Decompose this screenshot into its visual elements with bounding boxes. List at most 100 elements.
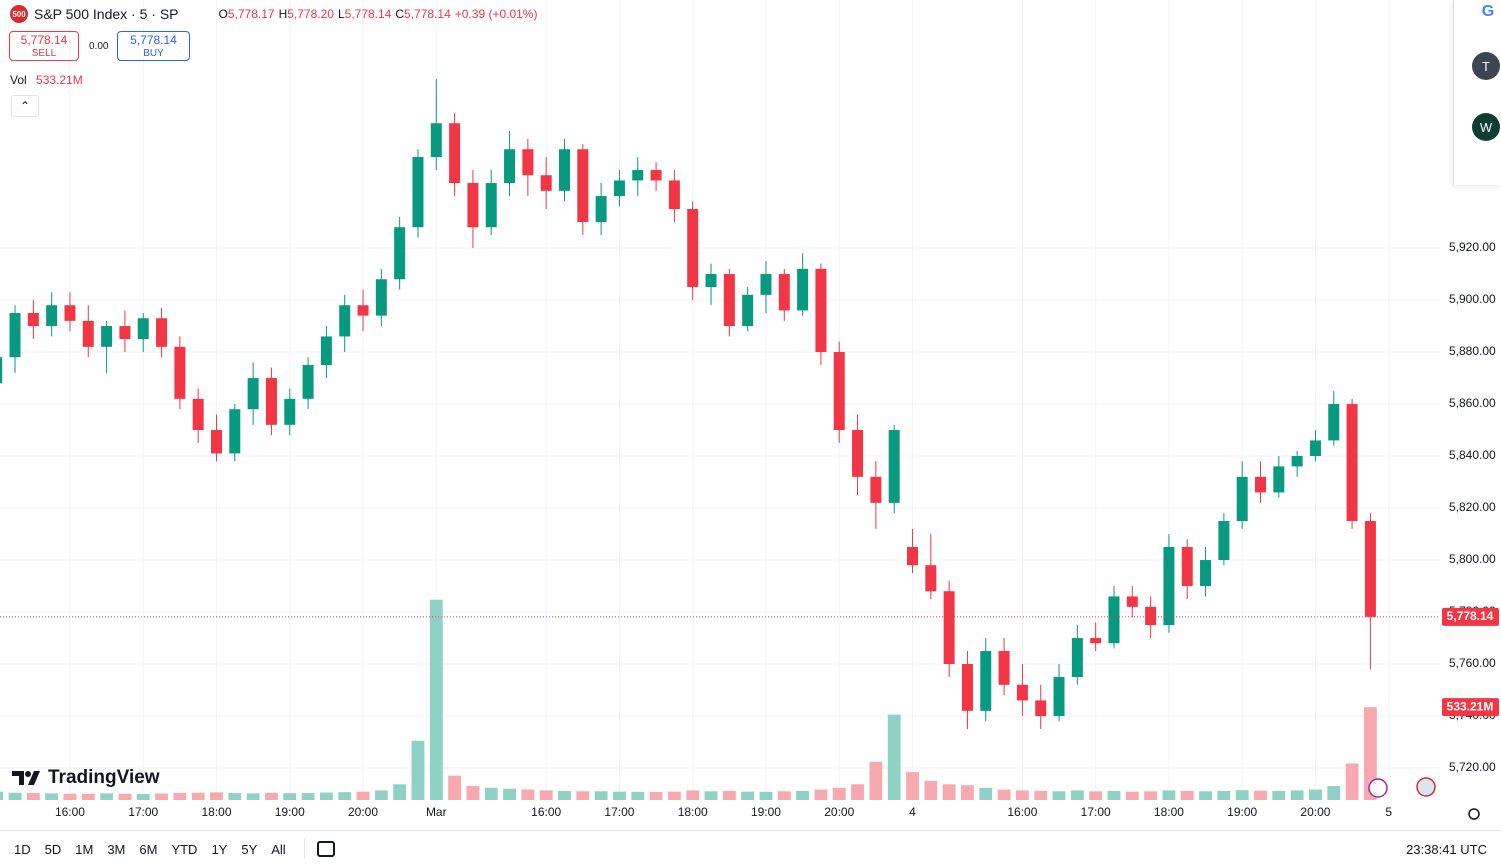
candle-body [339, 305, 351, 337]
candle-body [522, 149, 534, 176]
candle-body [1181, 547, 1193, 587]
symbol-name[interactable]: S&P 500 Index · 5 · SP [34, 6, 179, 22]
candle-body [559, 149, 570, 191]
x-tick-label: 19:00 [275, 805, 305, 819]
x-tick-label: 16:00 [531, 805, 561, 819]
volume-bar [1162, 790, 1176, 800]
y-tick-label: 5,860.00 [1449, 396, 1496, 410]
volume-bar [338, 792, 352, 800]
flash-icon [1368, 778, 1388, 798]
legend-key: C [395, 7, 405, 21]
volume-bar [851, 784, 864, 800]
range-button[interactable]: YTD [171, 841, 198, 857]
candle-body [998, 651, 1010, 685]
volume-bar [979, 787, 993, 800]
candle-body [833, 352, 845, 431]
settings-icon [1468, 808, 1480, 820]
x-tick-label: 16:00 [55, 805, 85, 819]
candle-body [870, 476, 882, 503]
volume-bar [521, 789, 535, 800]
range-button[interactable]: 5D [44, 841, 62, 857]
side-icon[interactable]: T [1472, 52, 1500, 80]
volume-bar [1309, 789, 1322, 800]
candle-body [467, 183, 479, 228]
volume-bar [484, 787, 498, 800]
x-tick-label: 18:00 [678, 805, 708, 819]
volume-bar [191, 792, 205, 800]
volume-bar [118, 793, 132, 800]
candle-body [650, 170, 662, 181]
range-button[interactable]: All [271, 841, 286, 857]
x-tick-label: 18:00 [201, 805, 231, 819]
y-tick-label: 5,800.00 [1449, 552, 1496, 566]
sell-button[interactable]: 5,778.14 SELL [9, 31, 79, 61]
candle-body [302, 365, 314, 399]
range-button[interactable]: 5Y [241, 841, 258, 857]
volume-bar [136, 794, 150, 800]
volume-legend: Vol 533.21M [10, 73, 83, 87]
x-tick-label: 4 [909, 805, 916, 819]
candle-body [156, 318, 168, 347]
volume-bar [319, 792, 333, 800]
x-tick-label: 16:00 [1007, 805, 1037, 819]
volume-tag-label: 533.21M [1447, 699, 1494, 713]
candle-body [430, 123, 442, 158]
side-icon[interactable]: G [1481, 3, 1495, 20]
volume-bar [8, 792, 22, 800]
x-tick-label: 19:00 [1227, 805, 1257, 819]
candle-body [705, 274, 717, 288]
volume-tag [1442, 698, 1499, 717]
legend-value: 5,778.14 [344, 7, 392, 21]
volume-bar [997, 789, 1011, 800]
candle-body [0, 357, 3, 384]
last-price-label: 5,778.14 [1447, 609, 1494, 623]
volume-bar [1235, 790, 1249, 800]
volume-bar [81, 793, 95, 800]
range-button[interactable]: 1D [14, 841, 31, 857]
candle-body [485, 183, 497, 228]
candle-body [247, 378, 259, 410]
side-icon[interactable]: W [1472, 113, 1500, 141]
volume-bar [832, 787, 846, 800]
candle-body [1090, 638, 1102, 644]
clock[interactable]: 23:38:41 UTC [1406, 841, 1487, 857]
volume-bar [210, 792, 223, 800]
volume-bar [924, 780, 938, 800]
candle-body [723, 274, 735, 327]
legend-key: H [278, 7, 288, 21]
date-range-button[interactable] [316, 841, 335, 857]
volume-bar [429, 599, 443, 800]
candle-body [210, 430, 222, 454]
volume-bar [961, 785, 974, 800]
volume-bar [1199, 791, 1212, 800]
candle-body [668, 180, 680, 210]
volume-bar [374, 790, 388, 800]
volume-bar [1089, 791, 1103, 800]
candle-body [394, 227, 406, 280]
range-button[interactable]: 1Y [211, 841, 228, 857]
candle-body [907, 547, 918, 566]
x-tick-label: 20:00 [824, 805, 854, 819]
candle-body [613, 180, 625, 197]
buy-button[interactable]: 5,778.14 BUY [117, 31, 190, 61]
logo-mark [12, 771, 40, 785]
volume-bar [667, 791, 681, 800]
volume-bar [63, 793, 77, 800]
candle-body [192, 398, 204, 431]
candle-body [412, 157, 424, 228]
candle-body [1364, 521, 1376, 617]
x-tick-label: Mar [426, 805, 447, 819]
volume-bar [0, 791, 4, 800]
candle-body [1328, 404, 1340, 441]
range-button[interactable]: 1M [75, 841, 94, 857]
candle-body [357, 305, 369, 316]
volume-bar [722, 790, 736, 800]
range-button[interactable]: 3M [107, 841, 126, 857]
range-button[interactable]: 6M [139, 841, 158, 857]
candle-body [1126, 596, 1138, 607]
candle-body [1053, 677, 1065, 717]
volume-bar [686, 790, 700, 800]
collapse-button[interactable]: ⌃ [11, 95, 39, 117]
volume-bar [1254, 790, 1267, 800]
candle-body [1108, 596, 1120, 644]
